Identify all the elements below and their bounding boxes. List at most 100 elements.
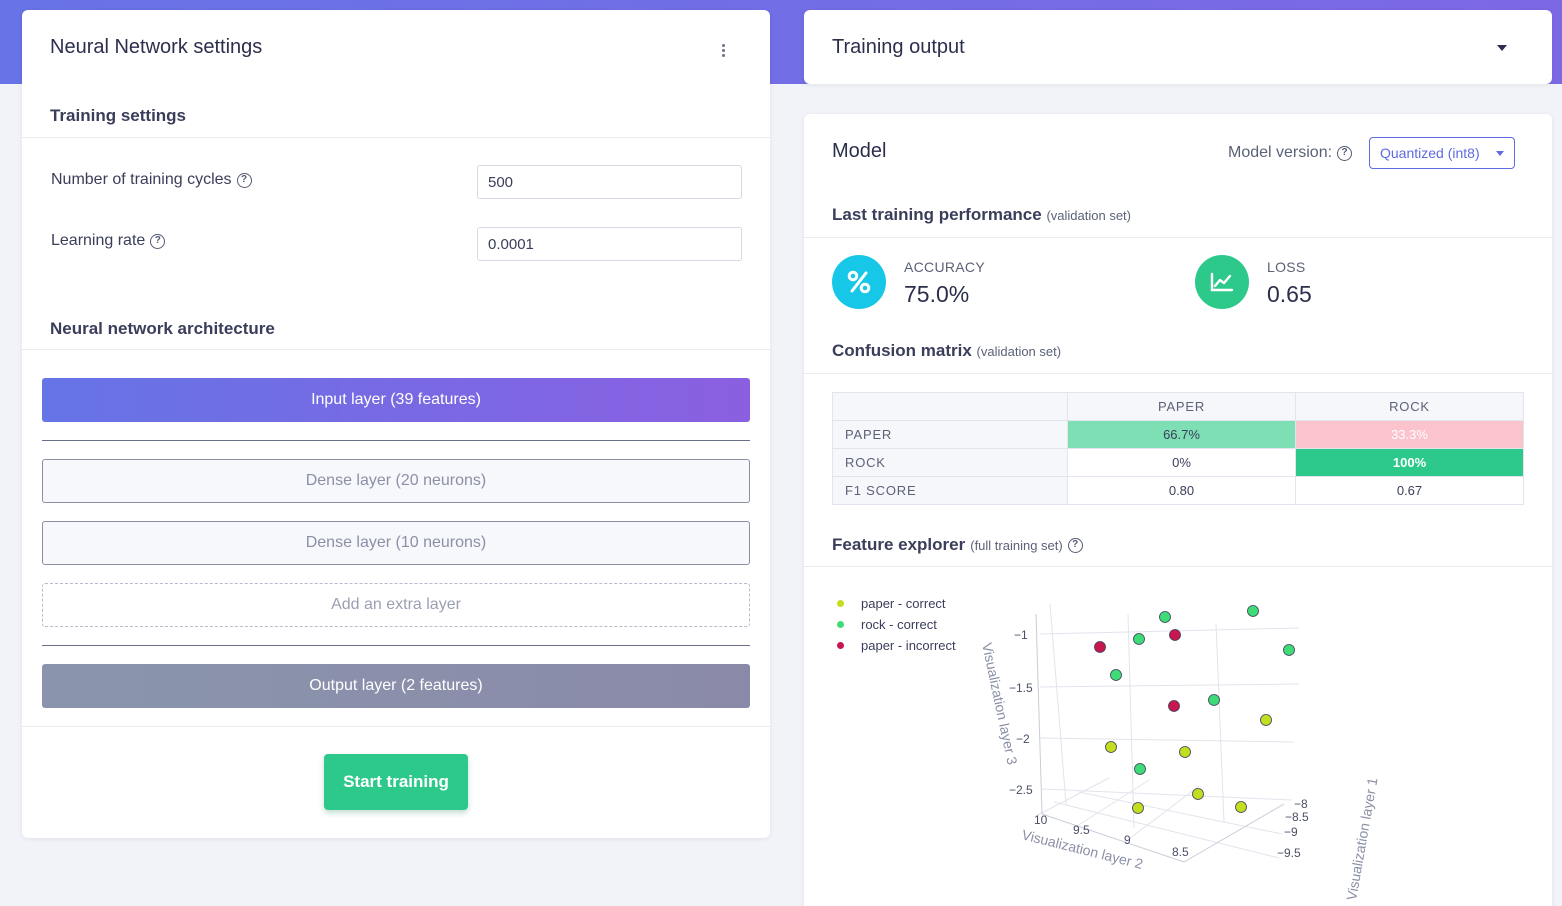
- legend-dot: [837, 600, 844, 607]
- help-icon[interactable]: ?: [150, 233, 166, 249]
- point-paper-correct: [1179, 746, 1191, 758]
- z-tick-label: −1: [1014, 628, 1028, 642]
- input-layer[interactable]: Input layer (39 features): [42, 378, 750, 422]
- table-row: PAPER 66.7% 33.3%: [832, 420, 1524, 449]
- neural-network-settings-card: Neural Network settings Training setting…: [22, 10, 770, 838]
- row-header-f1: F1 SCORE: [832, 476, 1068, 505]
- plot-gridlines: [1035, 603, 1300, 859]
- y-tick-label: −9: [1284, 825, 1298, 839]
- feature-explorer-title: Feature explorer (full training set) ?: [832, 535, 1083, 555]
- dense-layer-10[interactable]: Dense layer (10 neurons): [42, 521, 750, 565]
- scatter-points: [1094, 605, 1295, 814]
- cell-rock-paper: 0%: [1067, 448, 1296, 477]
- divider: [804, 237, 1552, 238]
- cycles-input[interactable]: [477, 165, 742, 199]
- y-tick-label: −8.5: [1285, 810, 1309, 824]
- cell-paper-rock: 33.3%: [1295, 420, 1524, 449]
- table-corner-cell: [832, 392, 1068, 421]
- cell-paper-paper: 66.7%: [1067, 420, 1296, 449]
- help-icon[interactable]: ?: [1067, 537, 1083, 553]
- help-icon[interactable]: ?: [236, 172, 252, 188]
- point-rock-correct: [1208, 694, 1220, 706]
- column-header-rock: ROCK: [1295, 392, 1524, 421]
- loss-value: 0.65: [1267, 281, 1312, 307]
- point-rock-correct: [1110, 669, 1122, 681]
- point-paper-incorrect: [1168, 700, 1180, 712]
- z-tick-label: −2: [1016, 732, 1030, 746]
- x-axis-ticks: 10 9.5 9 8.5: [1034, 813, 1189, 859]
- legend-dot: [837, 642, 844, 649]
- point-rock-correct: [1134, 763, 1146, 775]
- help-icon[interactable]: ?: [1337, 145, 1353, 161]
- architecture-title: Neural network architecture: [50, 319, 275, 338]
- layer-separator: [42, 645, 750, 646]
- dense-layer-20[interactable]: Dense layer (20 neurons): [42, 459, 750, 503]
- model-version-label: Model version: ?: [1228, 144, 1353, 162]
- point-paper-correct: [1132, 802, 1144, 814]
- point-paper-correct: [1192, 788, 1204, 800]
- y-axis-ticks: −8 −8.5 −9 −9.5: [1277, 797, 1309, 860]
- training-output-card[interactable]: Training output: [804, 10, 1552, 84]
- point-paper-incorrect: [1169, 629, 1181, 641]
- point-rock-correct: [1247, 605, 1259, 617]
- model-version-label-text: Model version:: [1228, 144, 1333, 161]
- legend-item-paper-correct[interactable]: paper - correct: [837, 596, 946, 611]
- output-layer[interactable]: Output layer (2 features): [42, 664, 750, 708]
- feature-explorer-title-text: Feature explorer: [832, 535, 966, 554]
- legend-label: rock - correct: [861, 617, 937, 632]
- confusion-title: Confusion matrix (validation set): [832, 341, 1061, 361]
- chevron-down-icon[interactable]: [1497, 45, 1507, 51]
- point-paper-correct: [1260, 714, 1272, 726]
- cycles-label: Number of training cycles ?: [51, 171, 252, 189]
- legend-dot: [837, 621, 844, 628]
- training-settings-title: Training settings: [50, 106, 187, 125]
- plot-axes: [1035, 613, 1285, 863]
- training-output-title: Training output: [832, 36, 965, 58]
- nn-settings-title: Neural Network settings: [50, 36, 263, 58]
- table-header-row: PAPER ROCK: [832, 392, 1524, 421]
- accuracy-label: ACCURACY: [904, 259, 985, 275]
- add-extra-layer-button[interactable]: Add an extra layer: [42, 583, 750, 627]
- percent-icon: [832, 255, 886, 309]
- chart-line-icon: [1195, 255, 1249, 309]
- z-tick-label: −1.5: [1009, 681, 1033, 695]
- cell-f1-rock: 0.67: [1295, 476, 1524, 505]
- layer-separator: [42, 440, 750, 441]
- model-title: Model: [832, 140, 887, 162]
- performance-note: (validation set): [1046, 208, 1131, 223]
- y-tick-label: −8: [1294, 797, 1308, 811]
- z-axis-ticks: −1 −1.5 −2 −2.5: [1009, 628, 1033, 797]
- x-tick-label: 10: [1034, 813, 1048, 827]
- column-header-paper: PAPER: [1067, 392, 1296, 421]
- legend-item-paper-incorrect[interactable]: paper - incorrect: [837, 638, 956, 653]
- feature-explorer-note: (full training set): [970, 537, 1063, 553]
- model-version-select[interactable]: Quantized (int8): [1369, 137, 1515, 169]
- feature-explorer-plot[interactable]: −1 −1.5 −2 −2.5 10 9.5 9 8.5 −8 −8.5 −9 …: [804, 114, 1552, 906]
- divider: [804, 373, 1552, 374]
- point-paper-incorrect: [1094, 641, 1106, 653]
- accuracy-value: 75.0%: [904, 281, 970, 307]
- caret-down-icon: [1496, 151, 1504, 156]
- point-paper-correct: [1105, 741, 1117, 753]
- learning-rate-label-text: Learning rate: [51, 232, 146, 249]
- confusion-matrix-table: PAPER ROCK PAPER 66.7% 33.3% ROCK 0% 100…: [832, 392, 1524, 505]
- kebab-menu-icon[interactable]: [722, 44, 726, 58]
- point-rock-correct: [1133, 633, 1145, 645]
- start-training-button[interactable]: Start training: [324, 754, 468, 810]
- row-header-paper: PAPER: [832, 420, 1068, 449]
- cell-f1-paper: 0.80: [1067, 476, 1296, 505]
- legend-item-rock-correct[interactable]: rock - correct: [837, 617, 937, 632]
- point-rock-correct: [1159, 611, 1171, 623]
- performance-title-text: Last training performance: [832, 205, 1042, 224]
- z-axis-label: Visualization layer 3: [979, 641, 1021, 766]
- performance-title: Last training performance (validation se…: [832, 205, 1131, 225]
- row-header-rock: ROCK: [832, 448, 1068, 477]
- learning-rate-input[interactable]: [477, 227, 742, 261]
- legend-label: paper - incorrect: [861, 638, 956, 653]
- divider: [22, 349, 770, 350]
- learning-rate-label: Learning rate ?: [51, 232, 166, 250]
- divider: [22, 726, 770, 727]
- cycles-label-text: Number of training cycles: [51, 171, 232, 188]
- model-version-value: Quantized (int8): [1380, 145, 1480, 161]
- legend-label: paper - correct: [861, 596, 946, 611]
